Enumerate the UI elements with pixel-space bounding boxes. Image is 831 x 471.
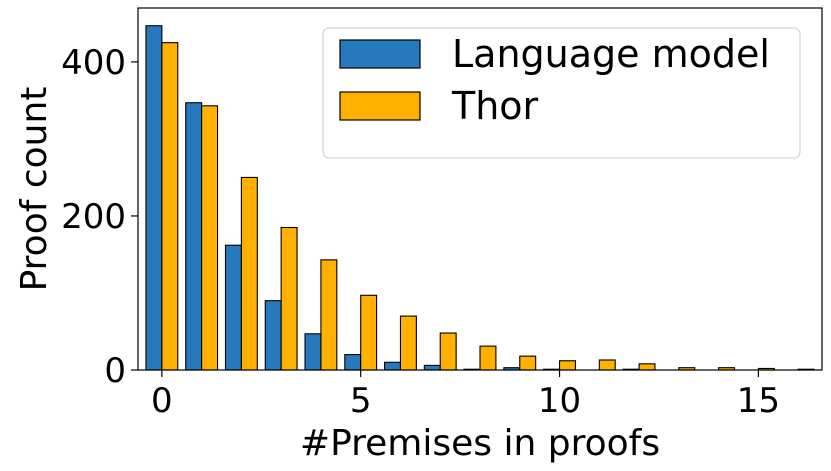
bar-thor-7 <box>439 332 457 371</box>
legend-swatch-language-model <box>339 39 421 69</box>
y-tick-label-0: 0 <box>104 351 126 391</box>
legend-label-thor: Thor <box>451 84 539 128</box>
bars-group <box>145 25 815 371</box>
legend-label-language-model: Language model <box>452 32 770 76</box>
bar-thor-2 <box>240 176 258 371</box>
y-axis-ticks: 0 200 400 <box>61 43 138 391</box>
legend-swatch-thor <box>339 91 421 121</box>
bar-language-model-1 <box>185 102 203 371</box>
legend: Language model Thor <box>322 27 801 159</box>
bar-language-model-0 <box>145 25 163 371</box>
bar-language-model-5 <box>344 354 362 371</box>
x-axis-ticks: 0 5 10 15 <box>151 370 780 421</box>
x-tick-label-5: 5 <box>350 381 372 421</box>
bar-thor-11 <box>598 359 616 371</box>
bar-language-model-4 <box>304 333 322 371</box>
bar-thor-5 <box>360 294 378 371</box>
y-tick-label-400: 400 <box>61 43 126 83</box>
bar-thor-3 <box>280 226 298 371</box>
bar-language-model-3 <box>264 300 282 371</box>
bar-thor-4 <box>320 259 338 371</box>
x-tick-label-0: 0 <box>151 381 173 421</box>
bar-thor-12 <box>638 363 656 371</box>
x-tick-label-15: 15 <box>737 381 780 421</box>
bar-thor-1 <box>201 105 219 371</box>
y-tick-label-200: 200 <box>61 197 126 237</box>
bar-language-model-2 <box>224 244 242 371</box>
bar-language-model-7 <box>423 364 441 371</box>
bar-thor-0 <box>161 42 179 371</box>
y-axis-label: Proof count <box>14 87 55 292</box>
bar-language-model-6 <box>384 361 402 371</box>
bar-thor-8 <box>479 345 497 371</box>
bar-thor-10 <box>558 360 576 371</box>
bar-thor-9 <box>519 355 537 371</box>
bar-thor-6 <box>399 315 417 371</box>
plot-frame <box>137 7 823 371</box>
x-tick-label-10: 10 <box>538 381 581 421</box>
legend-box <box>322 27 801 159</box>
x-axis-label: #Premises in proofs <box>300 423 660 464</box>
